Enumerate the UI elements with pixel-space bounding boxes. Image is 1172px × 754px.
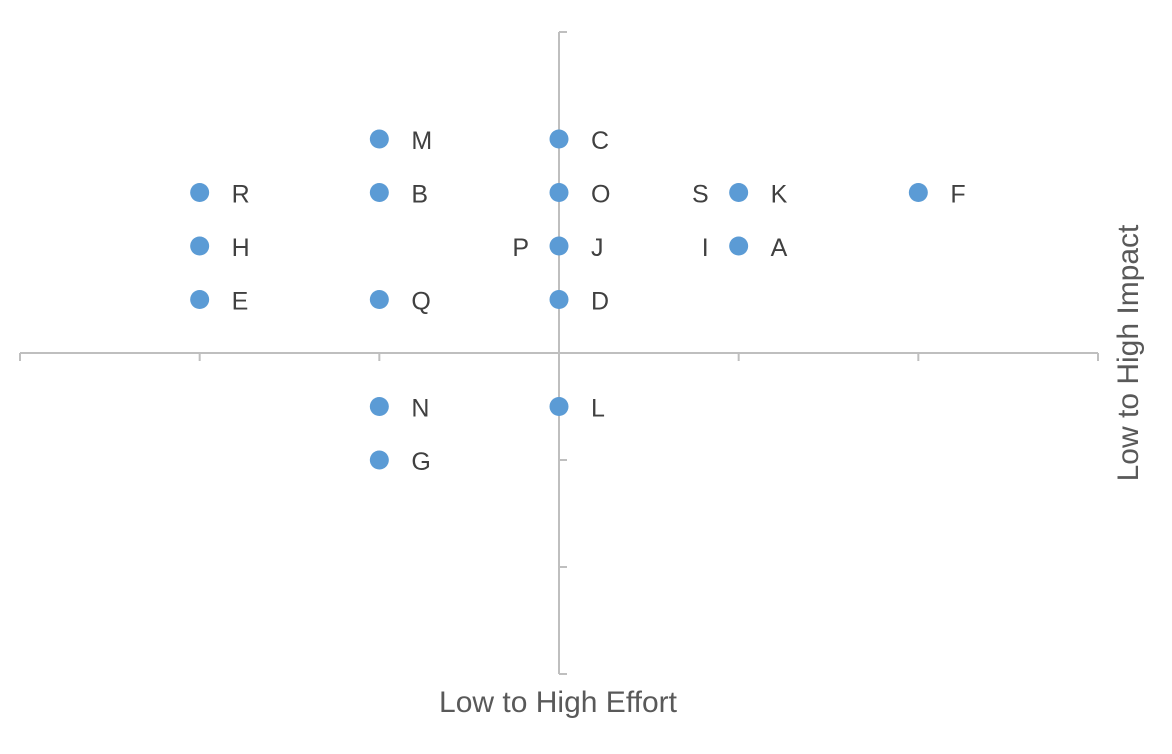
point-label-b: B [411,181,428,209]
point-label-e: E [232,288,249,316]
data-point [369,183,389,202]
point-label-q: Q [411,288,430,316]
point-label-j: J [591,234,604,262]
data-point [908,183,928,202]
data-point [729,183,749,202]
y-axis-title: Low to High Impact [1112,224,1145,481]
data-point [549,290,569,309]
point-label-s: S [692,181,709,209]
point-label-c: C [591,127,609,155]
data-point [549,397,569,416]
axes [19,31,1099,675]
x-axis-title: Low to High Effort [439,686,678,719]
point-label-d: D [591,288,609,316]
point-label-p: P [512,234,529,262]
data-points [190,129,928,470]
data-point [190,236,210,256]
point-label-f: F [950,181,965,209]
data-point [549,236,569,256]
data-point [549,183,569,202]
point-label-h: H [232,234,250,262]
data-point [729,236,749,256]
data-point [190,183,210,202]
data-point [369,397,389,416]
point-label-o: O [591,181,610,209]
data-point [190,290,210,309]
data-point [369,290,389,309]
data-point [369,450,389,470]
data-point [369,129,389,149]
point-label-i: I [702,234,709,262]
point-label-l: L [591,395,605,423]
point-label-r: R [232,181,250,209]
point-labels: M C R B O K S F H J P A I E Q D N L G [232,127,966,476]
point-label-m: M [411,127,432,155]
point-label-k: K [771,181,788,209]
point-label-g: G [411,448,430,476]
point-label-n: N [411,395,429,423]
data-point [549,129,569,149]
point-label-a: A [771,234,788,262]
